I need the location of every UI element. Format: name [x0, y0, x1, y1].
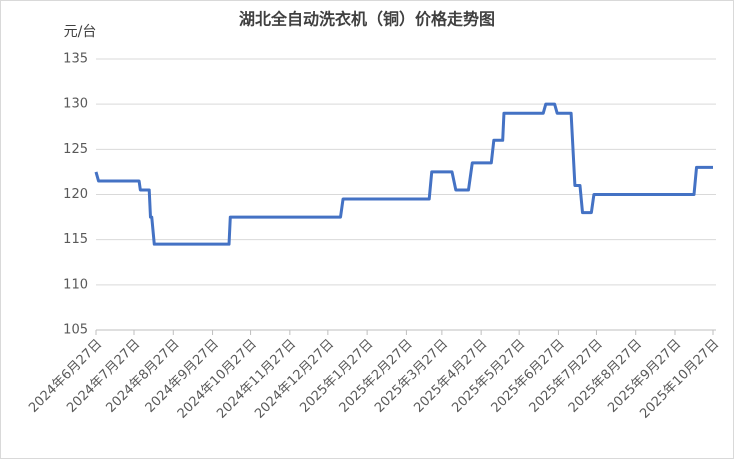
y-axis-label: 元/台 — [64, 24, 97, 40]
y-tick-label: 110 — [63, 277, 88, 292]
line — [94, 102, 713, 246]
y-tick-label: 135 — [63, 52, 88, 67]
y-tick-label: 105 — [63, 323, 88, 338]
y-tick-label: 120 — [63, 187, 88, 202]
y-tick-label: 130 — [63, 97, 88, 112]
y-tick-label: 125 — [63, 142, 88, 157]
y-tick-label: 115 — [63, 232, 88, 247]
chart-title: 湖北全自动洗衣机（铜）价格走势图 — [239, 10, 495, 29]
